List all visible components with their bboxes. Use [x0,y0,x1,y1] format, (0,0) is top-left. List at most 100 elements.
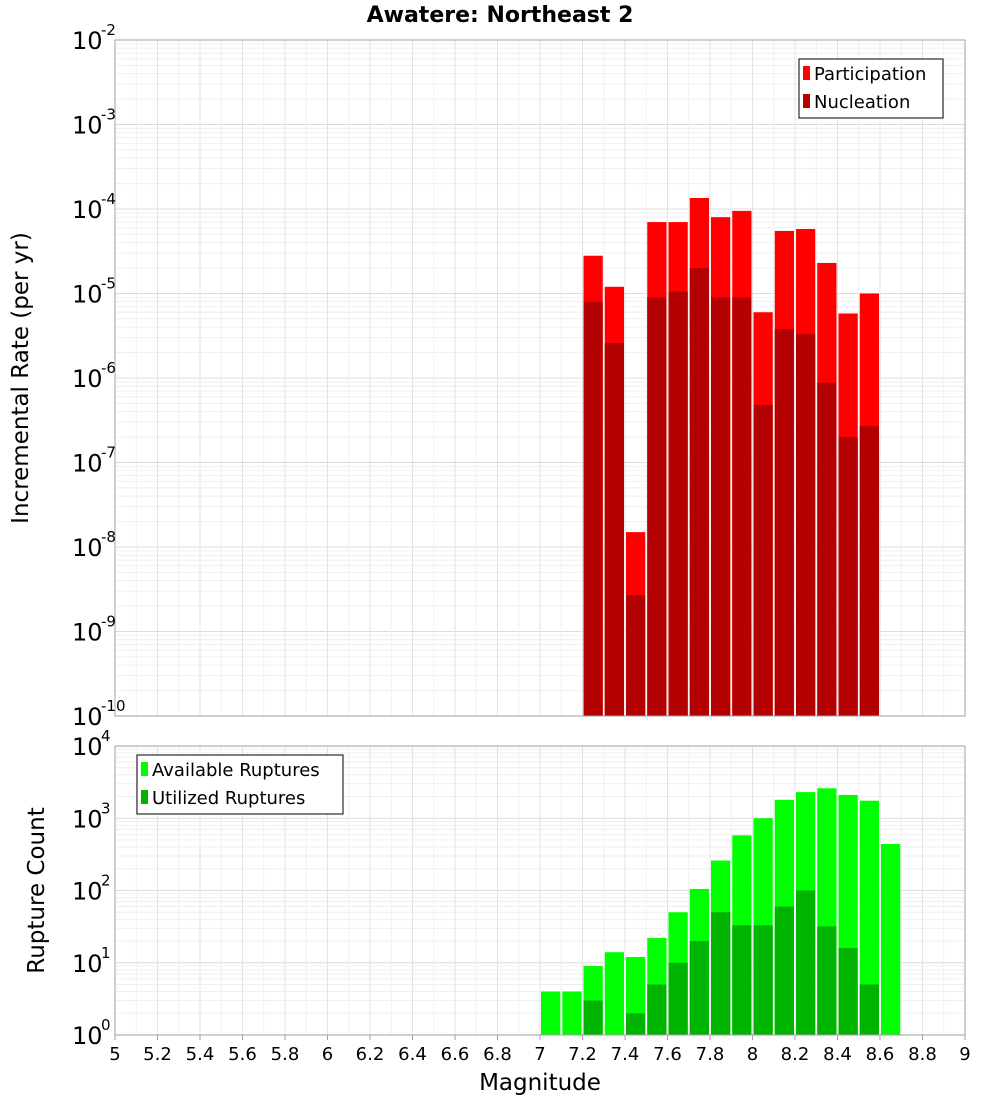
y-axis-label: Incremental Rate (per yr) [8,232,34,524]
rate-bar-series2 [796,334,816,716]
count-bar-series2 [838,948,858,1035]
count-bar-series2 [668,962,688,1035]
rate-bar-series2 [583,301,603,716]
count-bar-series1 [881,844,901,1035]
legend-label: Utilized Ruptures [152,788,305,809]
y-tick-label: 10 [72,619,103,647]
count-bar-series2 [711,912,731,1035]
legend-swatch [141,762,148,776]
y-tick-exponent: 1 [101,944,111,962]
count-bar-series2 [859,984,879,1035]
x-tick-label: 6.2 [356,1044,385,1065]
x-tick-label: 5.6 [228,1044,257,1065]
x-tick-label: 7 [534,1044,545,1065]
x-tick-label: 5.2 [143,1044,172,1065]
rate-bar-series2 [647,297,667,716]
rate-bar-series2 [732,297,752,716]
plot-border [114,39,966,717]
legend-label: Nucleation [814,92,910,113]
x-tick-label: 8.6 [866,1044,895,1065]
legend: Available Ruptures Utilized Ruptures [136,754,344,815]
rate-bar-series2 [774,329,794,716]
count-bar-series2 [583,1000,603,1035]
x-tick-label: 5.8 [271,1044,300,1065]
legend-label: Participation [814,64,926,85]
y-tick-label: 10 [72,733,103,761]
y-tick-exponent: -9 [101,613,116,631]
x-tick-label: 8.4 [823,1044,852,1065]
y-tick-label: 10 [72,365,103,393]
count-bar-series2 [817,926,837,1035]
x-tick-label: 8.2 [781,1044,810,1065]
y-tick-exponent: -10 [101,697,126,715]
rate-bar-series2 [689,268,709,716]
x-tick-label: 7.2 [568,1044,597,1065]
x-tick-label: 6.8 [483,1044,512,1065]
y-tick-label: 10 [72,450,103,478]
y-tick-exponent: -5 [101,275,116,293]
legend-box [136,754,344,815]
rate-bar-series2 [859,426,879,716]
count-bar-series2 [689,941,709,1035]
chart-title: Awatere: Northeast 2 [367,3,634,28]
y-tick-exponent: 2 [101,872,111,890]
count-bar-series2 [626,1013,646,1035]
count-bar-series1 [562,991,582,1035]
count-bar-series1 [859,800,879,1035]
legend-swatch [803,66,810,80]
y-tick-exponent: 0 [101,1016,111,1034]
x-axis-label: Magnitude [479,1070,601,1096]
x-tick-label: 7.8 [696,1044,725,1065]
rate-bar-series2 [626,595,646,716]
rate-plot: 10-1010-910-810-710-610-510-410-310-2Inc… [8,21,966,731]
rate-bar-series2 [711,297,731,716]
x-tick-label: 6.4 [398,1044,427,1065]
y-tick-exponent: -4 [101,190,116,208]
rate-bar-series2 [817,382,837,716]
count-bar-series1 [541,991,561,1035]
y-tick-label: 10 [72,534,103,562]
y-tick-exponent: -3 [101,106,116,124]
y-tick-exponent: -2 [101,21,116,39]
y-tick-label: 10 [72,281,103,309]
x-tick-label: 8.8 [908,1044,937,1065]
y-tick-label: 10 [72,950,103,978]
y-tick-label: 10 [72,1022,103,1050]
legend-box [798,58,944,119]
rate-bar-series2 [604,342,624,716]
y-tick-exponent: -7 [101,444,116,462]
y-tick-exponent: 4 [101,727,111,745]
y-axis-label: Rupture Count [24,807,50,973]
legend-swatch [141,790,148,804]
x-tick-label: 5.4 [186,1044,215,1065]
legend: Participation Nucleation [798,58,944,119]
rate-bar-series2 [668,291,688,716]
y-tick-label: 10 [72,112,103,140]
count-bar-series2 [753,925,773,1035]
y-tick-label: 10 [72,878,103,906]
x-tick-label: 7.4 [611,1044,640,1065]
x-tick-label: 8 [747,1044,758,1065]
y-tick-label: 10 [72,703,103,731]
x-tick-label: 6 [322,1044,333,1065]
count-bar-series2 [732,925,752,1035]
legend-swatch [803,94,810,108]
y-tick-label: 10 [72,805,103,833]
rate-bar-series2 [838,437,858,716]
x-tick-label: 9 [959,1044,970,1065]
legend-label: Available Ruptures [152,760,320,781]
y-tick-exponent: 3 [101,799,111,817]
x-tick-label: 7.6 [653,1044,682,1065]
count-bar-series2 [796,890,816,1035]
y-tick-label: 10 [72,196,103,224]
rate-bar-series2 [753,404,773,716]
x-tick-label: 6.6 [441,1044,470,1065]
x-axis: 5 5.2 5.4 5.6 5.8 6 6.2 6.4 6.6 6.8 7 7.2 7.4 7.6 7.8 8… [109,1035,971,1065]
y-tick-label: 10 [72,27,103,55]
count-bar-series2 [774,906,794,1035]
y-tick-exponent: -6 [101,359,116,377]
count-bar-series2 [647,984,667,1035]
x-tick-label: 5 [109,1044,120,1065]
